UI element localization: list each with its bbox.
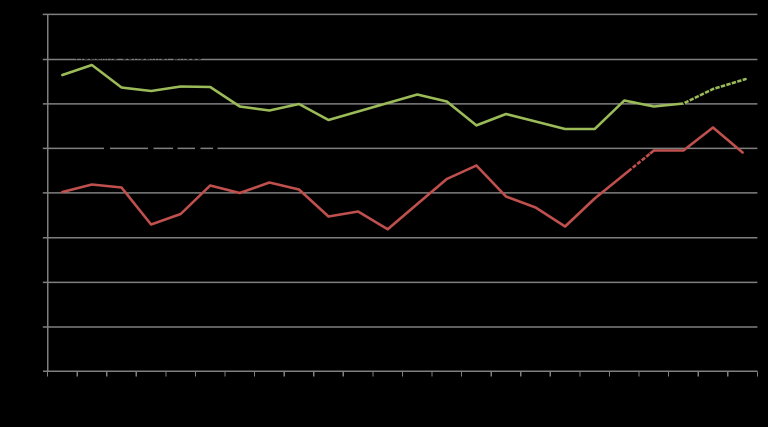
svg-text:Headline consumer prices: Headline consumer prices (75, 51, 203, 63)
